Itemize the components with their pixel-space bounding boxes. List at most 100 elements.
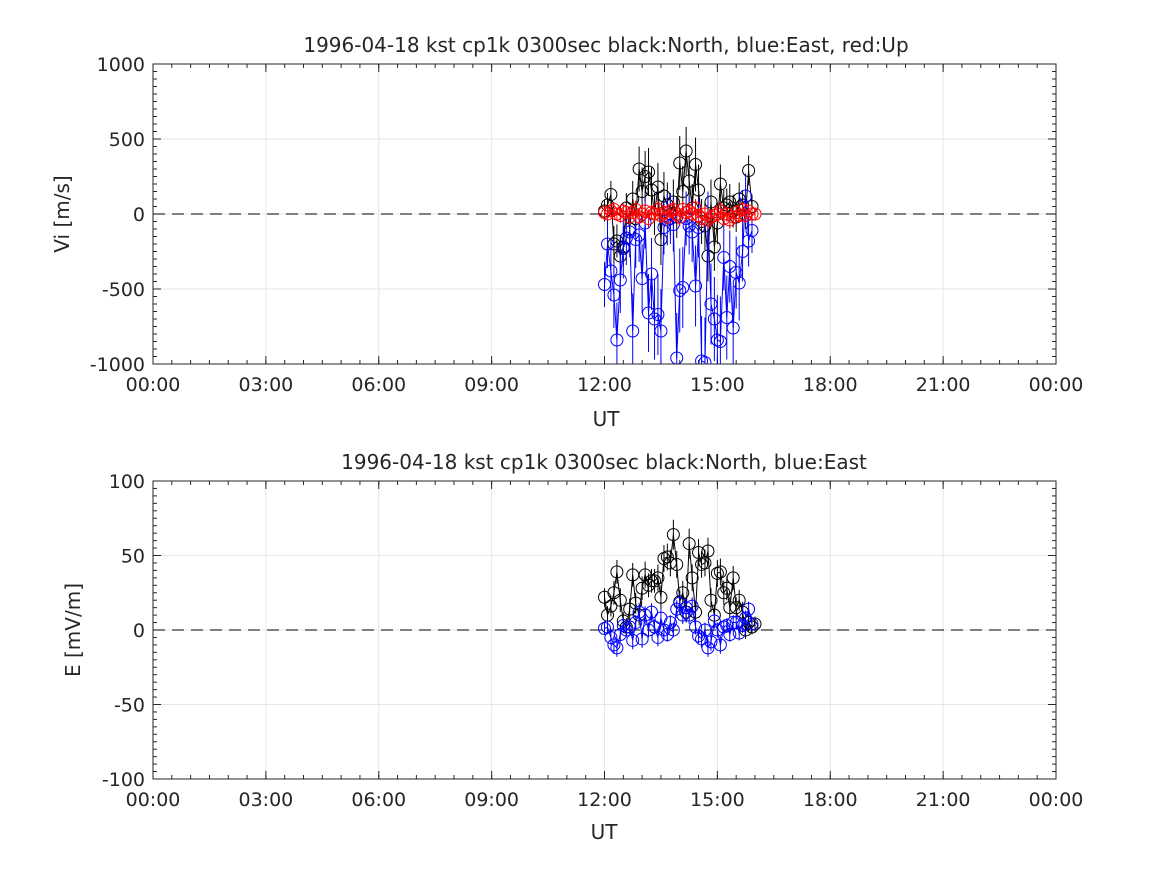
velocity-x-axis-label: UT — [593, 407, 621, 431]
electric-field-north-point — [685, 571, 699, 585]
electric-field-panel-title: 1996-04-18 kst cp1k 0300sec black:North,… — [341, 450, 867, 474]
electric-field-east-point — [610, 641, 624, 655]
velocity-up-point — [745, 207, 759, 221]
electric-field-x-tick-label: 21:00 — [916, 789, 971, 811]
electric-field-x-tick-label: 12:00 — [577, 789, 632, 811]
electric-field-north-point — [717, 586, 731, 600]
electric-field-north-point — [613, 593, 627, 607]
electric-field-east-point — [736, 619, 750, 633]
electric-field-east-point — [682, 608, 696, 622]
electric-field-east-point — [689, 620, 703, 634]
electric-field-north-point — [726, 571, 740, 585]
electric-field-east-point — [663, 616, 677, 630]
velocity-east-point — [619, 231, 633, 245]
electric-field-x-tick-label: 09:00 — [464, 789, 519, 811]
velocity-x-tick-label: 12:00 — [577, 374, 632, 396]
velocity-x-tick-label: 06:00 — [351, 374, 406, 396]
velocity-east-point — [673, 284, 687, 297]
velocity-panel: 1996-04-18 kst cp1k 0300sec black:North,… — [50, 33, 1083, 431]
velocity-x-tick-label: 03:00 — [238, 374, 293, 396]
electric-field-axes-box — [152, 480, 1057, 780]
electric-field-east-point — [598, 622, 611, 636]
electric-field-north-point — [682, 537, 696, 551]
velocity-east-point — [670, 351, 684, 364]
velocity-north-point — [679, 144, 693, 158]
electric-field-x-tick-label: 06:00 — [351, 789, 406, 811]
velocity-x-tick-label: 00:00 — [1029, 374, 1084, 396]
electric-field-x-axis-label: UT — [591, 820, 619, 844]
velocity-x-tick-label: 00:00 — [126, 374, 181, 396]
electric-field-east-point — [732, 626, 746, 640]
electric-field-north-point — [698, 556, 712, 570]
electric-field-east-point — [723, 627, 737, 641]
velocity-east-point — [610, 333, 624, 347]
velocity-y-tick-label: -500 — [102, 279, 145, 301]
velocity-east-point — [601, 237, 615, 251]
velocity-east-point — [654, 324, 668, 338]
electric-field-east-point — [745, 617, 759, 631]
velocity-x-tick-label: 09:00 — [464, 374, 519, 396]
velocity-east-point — [726, 321, 740, 335]
electric-field-y-axis-label: E [mV/m] — [61, 583, 85, 677]
electric-field-x-tick-label: 15:00 — [690, 789, 745, 811]
velocity-y-tick-label: 500 — [109, 129, 145, 151]
velocity-east-point — [604, 264, 618, 278]
velocity-x-tick-label: 21:00 — [916, 374, 971, 396]
velocity-plot-area: 00:00 03:00 06:00 09:00 12:00 15:00 18:00 21:00… — [90, 54, 1084, 396]
velocity-y-tick-label: 0 — [133, 204, 145, 226]
electric-field-y-tick-label: 0 — [133, 620, 145, 642]
electric-field-north-point — [701, 544, 715, 558]
velocity-panel-title: 1996-04-18 kst cp1k 0300sec black:North,… — [303, 33, 908, 57]
velocity-up-point — [689, 201, 703, 215]
electric-field-east-point — [604, 630, 618, 644]
electric-field-x-tick-label: 03:00 — [238, 789, 293, 811]
velocity-east-point — [676, 281, 690, 294]
electric-field-north-point — [604, 599, 618, 613]
electric-field-east-point — [635, 632, 649, 646]
velocity-east-point — [651, 308, 665, 321]
velocity-up-point — [748, 207, 762, 221]
electric-field-data — [598, 519, 762, 657]
electric-field-east-point — [626, 633, 640, 647]
velocity-x-tick-label: 18:00 — [803, 374, 858, 396]
electric-field-north-point — [610, 565, 624, 579]
electric-field-east-point — [666, 623, 680, 637]
electric-field-north-point — [660, 550, 674, 564]
velocity-y-axis-label: Vi [m/s] — [50, 175, 74, 252]
electric-field-east-point — [645, 605, 659, 619]
electric-field-y-tick-label: -50 — [114, 695, 145, 717]
velocity-axes-box — [152, 63, 1057, 365]
electric-field-plot-area: 00:00 03:00 06:00 09:00 12:00 15:00 18:00 21:00… — [102, 471, 1084, 811]
electric-field-north-point — [670, 557, 684, 571]
velocity-y-tick-label: 1000 — [97, 54, 145, 76]
electric-field-x-tick-label: 00:00 — [126, 789, 181, 811]
velocity-east-point — [695, 354, 709, 364]
electric-field-north-point — [648, 574, 662, 588]
velocity-east-point — [732, 276, 746, 290]
velocity-east-point — [626, 324, 640, 338]
velocity-data — [598, 127, 762, 364]
velocity-north-point — [713, 177, 727, 191]
velocity-east-point — [698, 356, 712, 364]
velocity-north-point — [604, 188, 618, 201]
electric-field-east-point — [607, 638, 621, 652]
electric-field-east-point — [726, 616, 740, 630]
velocity-east-point — [689, 279, 703, 293]
electric-field-y-tick-label: -100 — [102, 769, 145, 791]
electric-field-north-point — [629, 596, 643, 610]
velocity-east-point — [629, 233, 643, 246]
electric-field-east-point — [704, 635, 718, 649]
electric-field-north-point — [654, 590, 668, 604]
velocity-y-tick-label: -1000 — [90, 354, 145, 376]
velocity-north-point — [626, 192, 640, 206]
velocity-north-point — [689, 158, 703, 171]
velocity-north-point — [742, 164, 756, 177]
electric-field-east-point — [713, 638, 727, 652]
electric-field-east-point — [701, 641, 715, 655]
electric-field-north-point — [713, 565, 727, 579]
velocity-east-point — [739, 189, 753, 203]
electric-field-y-tick-label: 100 — [109, 471, 145, 493]
electric-field-x-tick-label: 18:00 — [803, 789, 858, 811]
